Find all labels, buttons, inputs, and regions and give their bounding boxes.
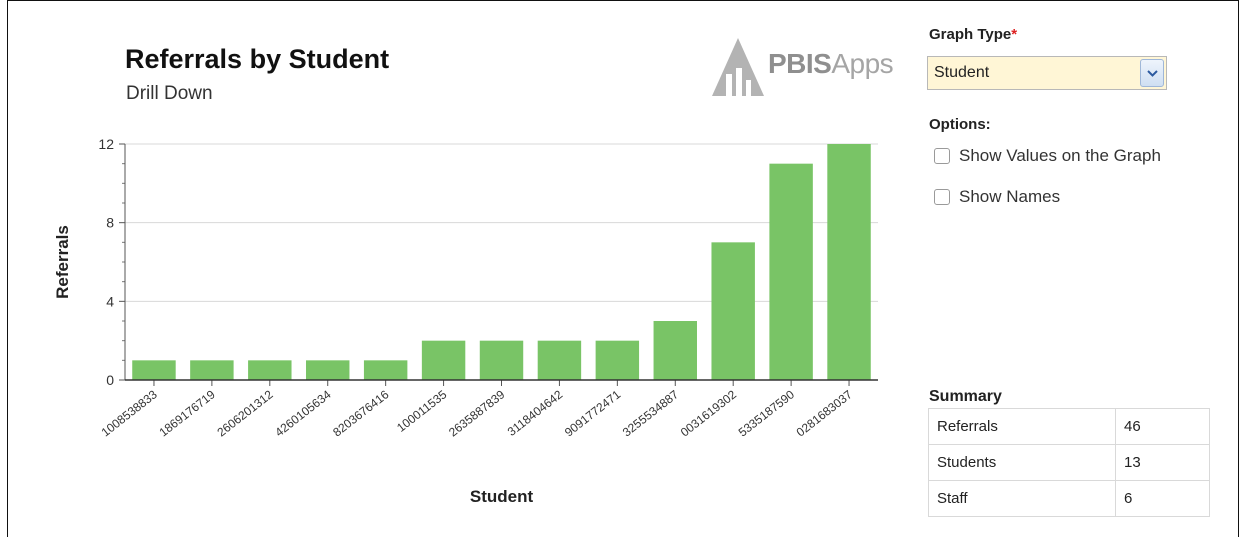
x-tick-label: 4260105634	[272, 387, 333, 439]
chart-subtitle: Drill Down	[126, 83, 213, 104]
summary-row-label: Staff	[928, 480, 1116, 517]
x-axis-label: Student	[470, 487, 534, 506]
y-axis-label: Referrals	[53, 225, 72, 299]
summary-row-label: Students	[928, 444, 1116, 481]
chart-title: Referrals by Student	[125, 44, 390, 74]
bar	[653, 321, 697, 380]
table-row: Referrals 46	[928, 408, 1210, 445]
x-tick-label: 8203676416	[330, 387, 391, 439]
table-row: Staff 6	[928, 480, 1210, 517]
graph-type-label: Graph Type*	[929, 26, 1018, 43]
bar-chart: 0 4 8 12 10085388331869176719260620131242601…	[53, 136, 878, 506]
required-mark: *	[1011, 26, 1018, 43]
bar	[595, 340, 640, 380]
show-values-checkbox[interactable]	[934, 148, 950, 164]
x-tick-label: 1869176719	[157, 387, 218, 439]
x-tick-label: 9091772471	[562, 387, 623, 439]
bar	[421, 340, 466, 380]
x-tick-label: 0281683037	[794, 387, 855, 439]
y-tick-label: 0	[106, 372, 114, 388]
option-show-values[interactable]: Show Values on the Graph	[934, 146, 1161, 166]
dropdown-button[interactable]	[1140, 59, 1164, 87]
summary-label: Summary	[929, 388, 1002, 405]
x-tick-label: 2635887839	[446, 387, 507, 439]
summary-row-value: 13	[1115, 444, 1210, 481]
page-frame	[7, 0, 1239, 537]
x-tick-label: 1008538833	[99, 387, 160, 439]
y-tick-label: 4	[106, 293, 114, 309]
logo-text: PBISApps	[768, 48, 894, 79]
logo-mark-icon	[712, 38, 764, 96]
show-names-checkbox[interactable]	[934, 189, 950, 205]
graph-type-select[interactable]: Student	[927, 56, 1167, 90]
x-tick-label: 3255534887	[620, 387, 681, 439]
bar	[248, 360, 292, 380]
x-tick-label: 0031619302	[678, 387, 739, 439]
graph-type-value: Student	[934, 64, 990, 81]
bar	[132, 360, 176, 380]
options-label: Options:	[929, 116, 991, 133]
bar	[827, 144, 871, 380]
bar	[479, 340, 524, 380]
x-tick-label: 2606201312	[214, 387, 275, 439]
summary-table: Referrals 46 Students 13 Staff 6	[928, 408, 1210, 517]
show-names-label: Show Names	[959, 187, 1061, 206]
pbisapps-logo: PBISApps	[710, 36, 910, 98]
bar	[190, 360, 234, 380]
option-show-names[interactable]: Show Names	[934, 187, 1060, 207]
y-tick-label: 12	[98, 136, 114, 152]
chevron-down-icon	[1147, 70, 1158, 77]
bar	[711, 242, 755, 380]
x-tick-label: 3118404642	[505, 387, 566, 439]
summary-row-value: 46	[1115, 408, 1210, 445]
bar	[306, 360, 350, 380]
x-tick-label: 100011535	[394, 387, 450, 435]
summary-row-value: 6	[1115, 480, 1210, 517]
bar	[537, 340, 582, 380]
x-tick-label: 5335187590	[736, 387, 797, 439]
table-row: Students 13	[928, 444, 1210, 481]
y-tick-label: 8	[106, 215, 114, 231]
show-values-label: Show Values on the Graph	[959, 146, 1161, 165]
bar	[769, 163, 813, 380]
bar	[363, 360, 408, 380]
summary-row-label: Referrals	[928, 408, 1116, 445]
